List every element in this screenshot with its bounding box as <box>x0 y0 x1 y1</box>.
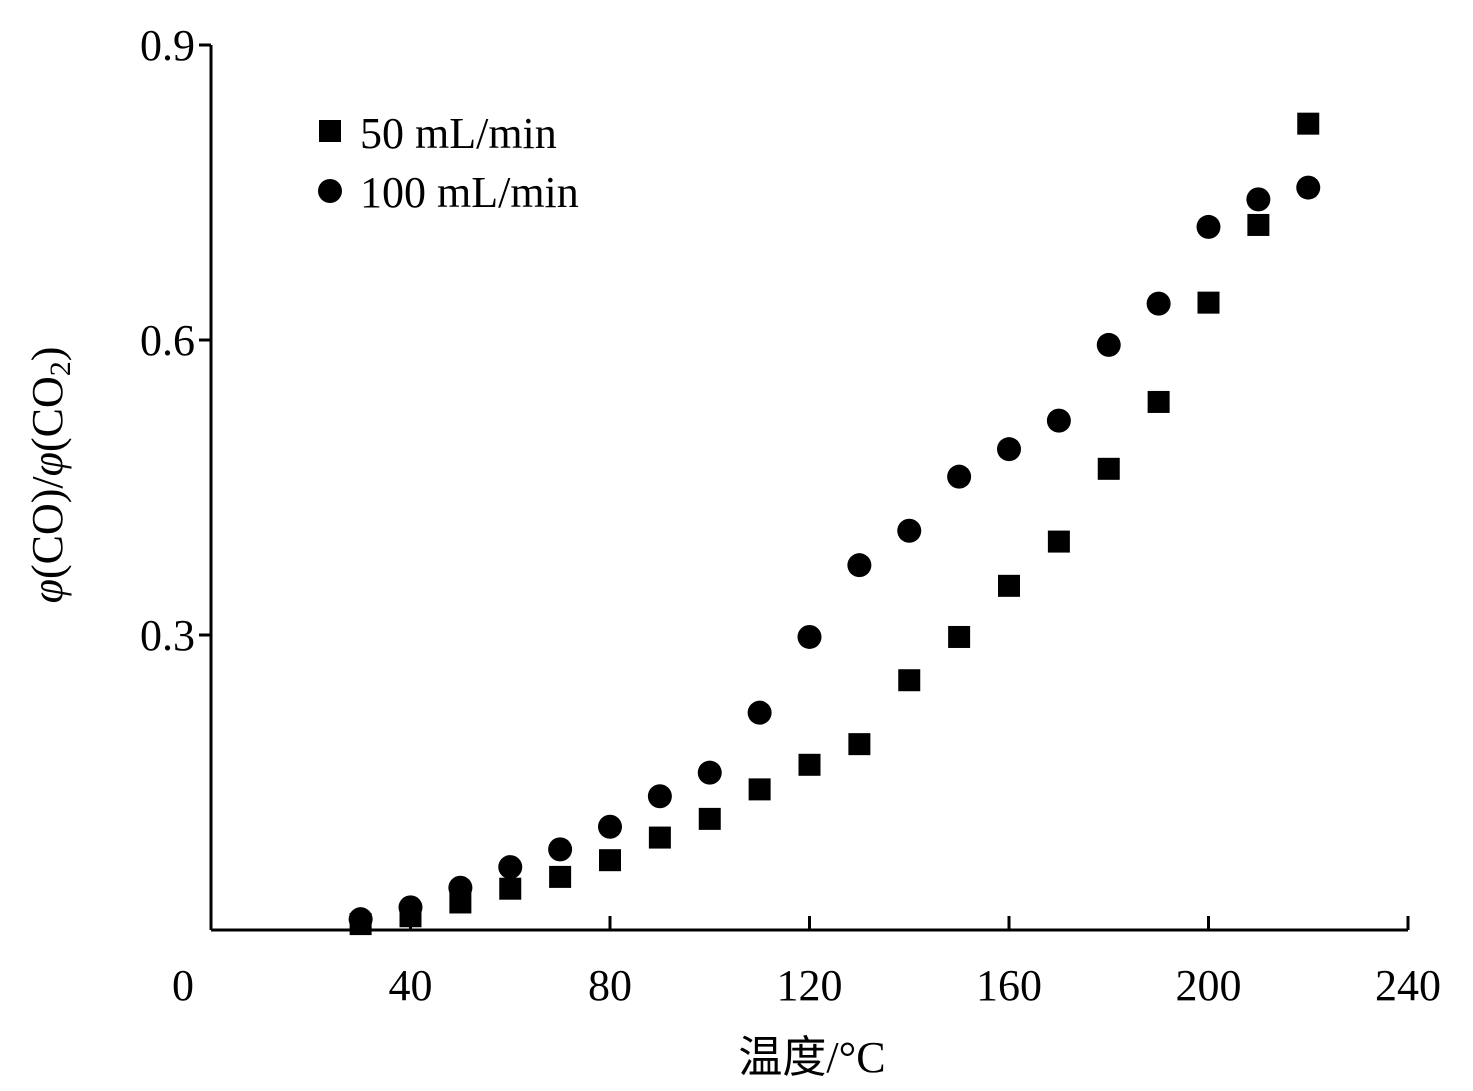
point-square-100 <box>698 807 721 830</box>
point-circle-30 <box>348 907 373 932</box>
point-circle-180 <box>1096 332 1121 357</box>
point-circle-190 <box>1146 291 1171 316</box>
point-square-210 <box>1247 213 1270 236</box>
point-circle-150 <box>947 464 972 489</box>
point-square-170 <box>1047 530 1070 553</box>
legend-marker-100 <box>318 179 342 203</box>
point-circle-110 <box>747 700 772 725</box>
x-tick-label: 40 <box>389 961 433 1010</box>
point-square-140 <box>898 669 921 692</box>
legend: 50 mL/min 100 mL/min <box>318 109 579 217</box>
point-square-70 <box>549 865 572 888</box>
x-tick-label: 160 <box>976 961 1042 1010</box>
point-circle-90 <box>647 784 672 809</box>
point-circle-200 <box>1196 214 1221 239</box>
point-circle-60 <box>498 855 523 880</box>
point-square-90 <box>648 826 671 849</box>
point-square-80 <box>599 849 621 872</box>
point-circle-170 <box>1046 408 1071 433</box>
data-marks <box>348 112 1321 936</box>
point-square-200 <box>1197 291 1220 314</box>
point-square-190 <box>1147 390 1170 413</box>
legend-label-100: 100 mL/min <box>360 168 579 217</box>
point-circle-210 <box>1246 187 1271 212</box>
point-circle-220 <box>1296 175 1321 200</box>
legend-marker-50 <box>319 120 341 142</box>
point-square-120 <box>798 753 821 776</box>
x-tick-label: 0 <box>172 961 194 1010</box>
point-square-180 <box>1097 457 1120 480</box>
x-tick-label: 120 <box>777 961 843 1010</box>
x-tick-label: 240 <box>1375 961 1441 1010</box>
legend-label-50: 50 mL/min <box>360 109 557 158</box>
y-tick-label: 0.9 <box>140 21 195 70</box>
x-axis-title: 温度/°C <box>738 1033 885 1082</box>
axes: 0 40 80 120 160 200 240 0.3 0.6 0.9 <box>140 21 1441 1010</box>
point-square-130 <box>848 733 871 756</box>
x-tick-label: 80 <box>588 961 632 1010</box>
point-circle-100 <box>697 760 722 785</box>
point-circle-70 <box>548 837 573 862</box>
x-tick-label: 200 <box>1176 961 1242 1010</box>
point-circle-160 <box>997 437 1021 462</box>
point-square-60 <box>499 877 522 900</box>
point-circle-40 <box>398 895 423 920</box>
point-square-160 <box>998 574 1020 597</box>
y-tick-label: 0.3 <box>140 611 195 660</box>
point-square-150 <box>948 625 971 648</box>
point-square-110 <box>748 778 771 801</box>
point-square-220 <box>1297 112 1320 135</box>
y-tick-label: 0.6 <box>140 316 195 365</box>
point-circle-130 <box>847 553 872 578</box>
point-circle-140 <box>897 518 922 543</box>
point-circle-120 <box>797 624 822 649</box>
y-axis-title: φ(CO)/φ(CO2) <box>23 347 77 604</box>
point-circle-80 <box>598 814 622 839</box>
point-circle-50 <box>448 875 473 900</box>
